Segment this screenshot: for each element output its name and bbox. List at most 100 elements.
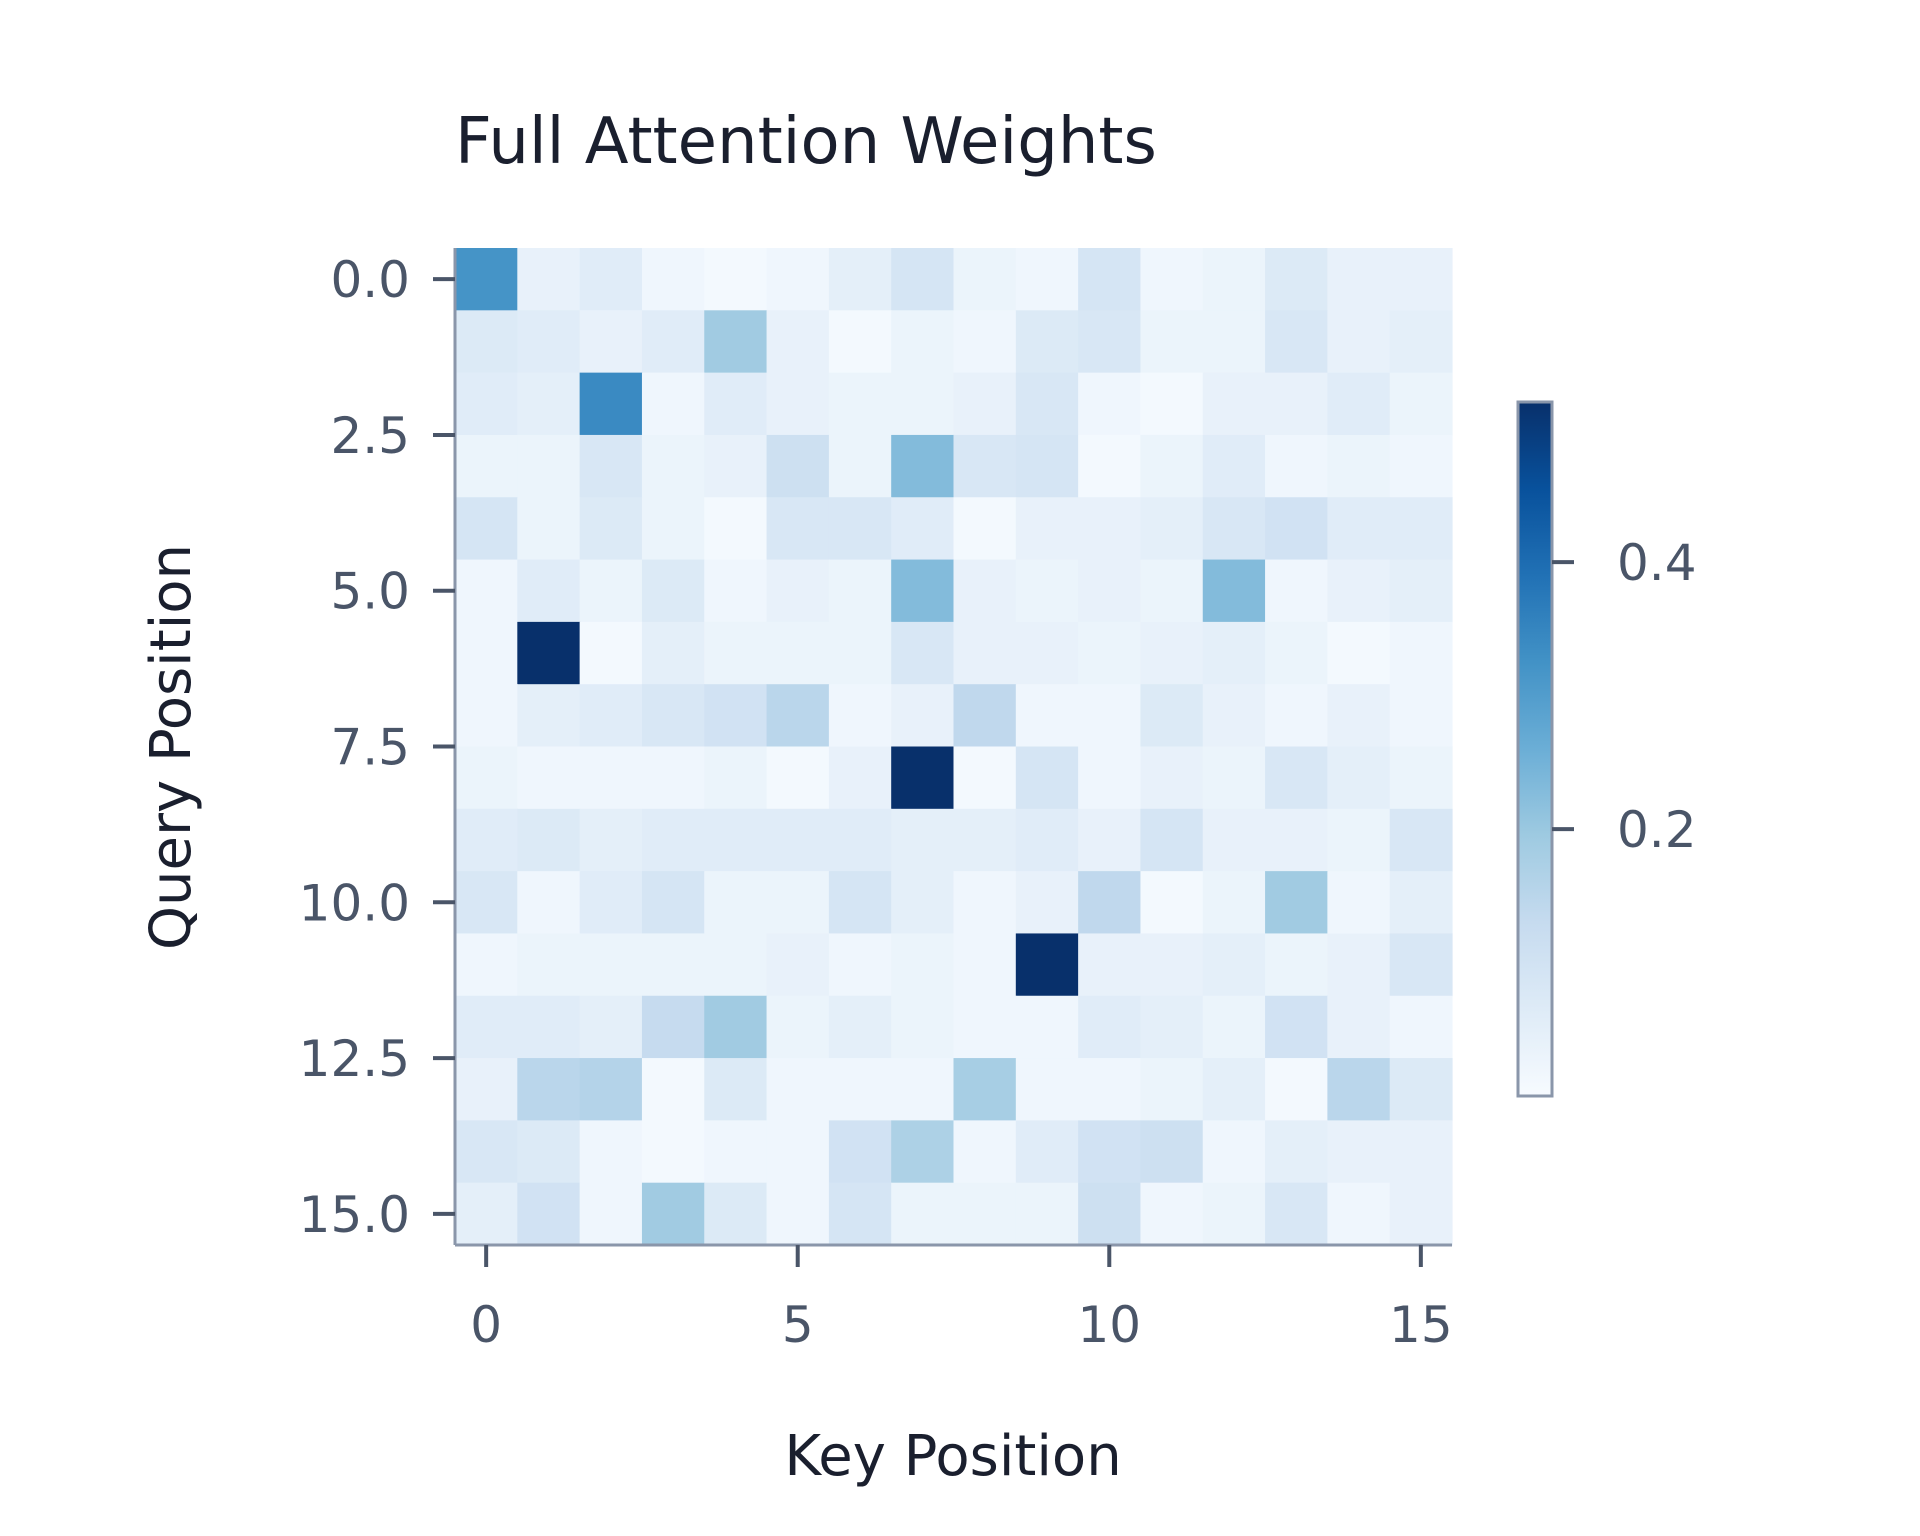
heatmap-cell-r2-c4	[704, 372, 768, 436]
heatmap-cell-r14-c13	[1265, 1120, 1328, 1184]
heatmap-cell-r5-c13	[1265, 559, 1328, 623]
heatmap-cell-r3-c11	[1140, 434, 1204, 498]
heatmap-cell-r2-c7	[891, 372, 955, 436]
y-tick-label: 2.5	[330, 407, 410, 465]
heatmap-cell-r12-c1	[517, 995, 581, 1059]
heatmap-cell-r13-c5	[766, 1058, 830, 1121]
heatmap-cell-r11-c7	[891, 933, 955, 997]
heatmap-cell-r3-c1	[517, 434, 581, 498]
heatmap-cell-r10-c14	[1327, 871, 1391, 935]
heatmap-cell-r5-c7	[891, 559, 955, 623]
heatmap-cell-r10-c8	[953, 871, 1017, 935]
heatmap-cell-r6-c2	[579, 621, 643, 685]
heatmap-cell-r14-c5	[766, 1120, 830, 1184]
heatmap-cell-r10-c10	[1078, 871, 1142, 935]
heatmap-cell-r2-c3	[641, 372, 705, 436]
heatmap-cell-r3-c7	[891, 434, 955, 498]
heatmap-cell-r14-c9	[1015, 1120, 1079, 1184]
colorbar: 0.2 0.4	[1516, 400, 1697, 1098]
x-tick-label: 0	[470, 1296, 502, 1354]
heatmap-cell-r3-c6	[828, 434, 892, 498]
heatmap-cell-r12-c9	[1015, 995, 1079, 1059]
heatmap-cell-r14-c2	[579, 1120, 643, 1184]
heatmap-cell-r14-c7	[891, 1120, 955, 1184]
heatmap-cell-r13-c3	[641, 1058, 705, 1121]
heatmap-cell-r6-c12	[1202, 621, 1266, 685]
heatmap-cell-r1-c12	[1202, 310, 1266, 374]
heatmap-cell-r5-c12	[1202, 559, 1266, 623]
heatmap-cell-r9-c5	[766, 808, 830, 872]
heatmap-cell-r6-c15	[1389, 621, 1453, 685]
heatmap-cell-r5-c2	[579, 559, 643, 623]
y-tick-label: 7.5	[330, 719, 410, 777]
heatmap-cell-r4-c10	[1078, 497, 1142, 561]
heatmap-cell-r1-c10	[1078, 310, 1142, 374]
heatmap-cell-r4-c14	[1327, 497, 1391, 561]
heatmap-cell-r0-c6	[828, 248, 892, 311]
heatmap-cell-r5-c3	[641, 559, 705, 623]
heatmap-cell-r11-c8	[953, 933, 1017, 997]
heatmap-cell-r15-c5	[766, 1182, 830, 1246]
heatmap-cell-r4-c9	[1015, 497, 1079, 561]
heatmap-cell-r15-c7	[891, 1182, 955, 1246]
heatmap-cell-r0-c1	[517, 248, 581, 311]
heatmap-cell-r11-c13	[1265, 933, 1328, 997]
heatmap-cell-r14-c10	[1078, 1120, 1142, 1184]
heatmap-cell-r5-c10	[1078, 559, 1142, 623]
heatmap-cell-r12-c11	[1140, 995, 1204, 1059]
heatmap-cell-r7-c4	[704, 684, 768, 748]
heatmap-cell-r12-c7	[891, 995, 955, 1059]
heatmap-cell-r4-c7	[891, 497, 955, 561]
heatmap-cell-r15-c1	[517, 1182, 581, 1246]
heatmap-cell-r3-c8	[953, 434, 1017, 498]
heatmap-cell-r15-c6	[828, 1182, 892, 1246]
heatmap-cell-r10-c9	[1015, 871, 1079, 935]
heatmap-cell-r10-c11	[1140, 871, 1204, 935]
heatmap-cell-r9-c2	[579, 808, 643, 872]
heatmap-cell-r2-c2	[579, 372, 643, 436]
heatmap-cell-r3-c15	[1389, 434, 1453, 498]
heatmap-cell-r1-c2	[579, 310, 643, 374]
heatmap-cell-r2-c13	[1265, 372, 1328, 436]
heatmap-cell-r11-c11	[1140, 933, 1204, 997]
heatmap-cell-r11-c14	[1327, 933, 1391, 997]
heatmap-cell-r13-c15	[1389, 1058, 1453, 1121]
heatmap-cell-r7-c5	[766, 684, 830, 748]
heatmap-cell-r13-c11	[1140, 1058, 1204, 1121]
heatmap-cell-r11-c4	[704, 933, 768, 997]
heatmap-cell-r0-c5	[766, 248, 830, 311]
heatmap-cell-r7-c3	[641, 684, 705, 748]
heatmap-cell-r3-c14	[1327, 434, 1391, 498]
heatmap-cells	[455, 248, 1453, 1246]
y-tick-label: 0.0	[330, 251, 410, 309]
heatmap-cell-r12-c0	[455, 995, 518, 1059]
y-tick-label: 10.0	[299, 874, 410, 932]
chart-title: Full Attention Weights	[455, 105, 1157, 179]
heatmap-cell-r5-c0	[455, 559, 518, 623]
heatmap-cell-r14-c6	[828, 1120, 892, 1184]
heatmap-cell-r10-c0	[455, 871, 518, 935]
heatmap-cell-r4-c6	[828, 497, 892, 561]
heatmap-cell-r1-c8	[953, 310, 1017, 374]
heatmap-cell-r3-c12	[1202, 434, 1266, 498]
heatmap-cell-r0-c3	[641, 248, 705, 311]
x-axis-label: Key Position	[784, 1424, 1121, 1489]
heatmap-cell-r8-c13	[1265, 746, 1328, 810]
heatmap-cell-r5-c9	[1015, 559, 1079, 623]
heatmap-cell-r14-c1	[517, 1120, 581, 1184]
heatmap-cell-r7-c2	[579, 684, 643, 748]
heatmap-cell-r8-c8	[953, 746, 1017, 810]
heatmap-cell-r12-c8	[953, 995, 1017, 1059]
heatmap-cell-r2-c1	[517, 372, 581, 436]
heatmap-cell-r6-c14	[1327, 621, 1391, 685]
colorbar-ticks: 0.2 0.4	[1552, 534, 1697, 859]
heatmap-cell-r5-c8	[953, 559, 1017, 623]
heatmap-cell-r13-c14	[1327, 1058, 1391, 1121]
heatmap-cell-r6-c5	[766, 621, 830, 685]
heatmap-cell-r12-c5	[766, 995, 830, 1059]
y-tick-label: 15.0	[299, 1186, 410, 1244]
heatmap-cell-r5-c4	[704, 559, 768, 623]
heatmap-cell-r8-c11	[1140, 746, 1204, 810]
heatmap-cell-r4-c1	[517, 497, 581, 561]
